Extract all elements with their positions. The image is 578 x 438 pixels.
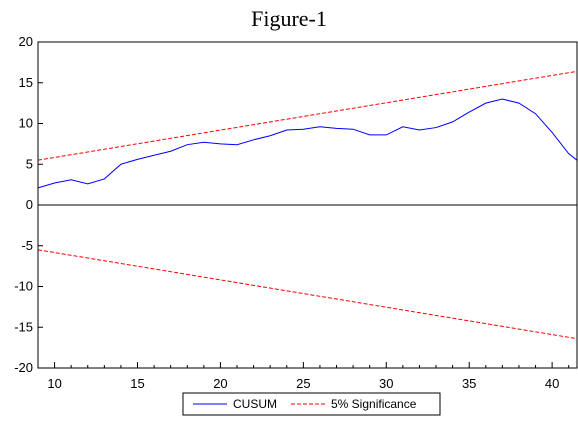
chart-title: Figure-1 bbox=[251, 6, 327, 31]
plot-area bbox=[37, 70, 578, 340]
x-tick-label: 40 bbox=[545, 376, 559, 391]
x-tick-label: 15 bbox=[130, 376, 144, 391]
y-tick-label: 15 bbox=[19, 75, 33, 90]
y-tick-label: -15 bbox=[14, 319, 33, 334]
legend-label: CUSUM bbox=[233, 397, 277, 411]
y-tick-label: 0 bbox=[26, 197, 33, 212]
y-tick-label: -20 bbox=[14, 360, 33, 375]
x-tick-label: 10 bbox=[47, 376, 61, 391]
x-tick-label: 35 bbox=[462, 376, 476, 391]
y-tick-label: 5 bbox=[26, 156, 33, 171]
y-tick-label: -10 bbox=[14, 279, 33, 294]
y-tick-label: -5 bbox=[21, 238, 33, 253]
x-tick-label: 25 bbox=[296, 376, 310, 391]
series-line-significance-lower-lower bbox=[37, 249, 578, 340]
y-tick-label: 10 bbox=[19, 116, 33, 131]
x-tick-label: 30 bbox=[379, 376, 393, 391]
axes: 20 15 10 5 0 -5 -10 -15 -20 10 15 20 25 30 35 40 bbox=[14, 34, 578, 391]
y-tick-label: 20 bbox=[19, 34, 33, 49]
legend-label: 5% Significance bbox=[331, 397, 417, 411]
legend: CUSUM 5% Significance bbox=[182, 392, 441, 416]
series-line-cusum bbox=[37, 98, 578, 189]
series-line-5-significance bbox=[37, 70, 578, 161]
x-tick-label: 20 bbox=[213, 376, 227, 391]
